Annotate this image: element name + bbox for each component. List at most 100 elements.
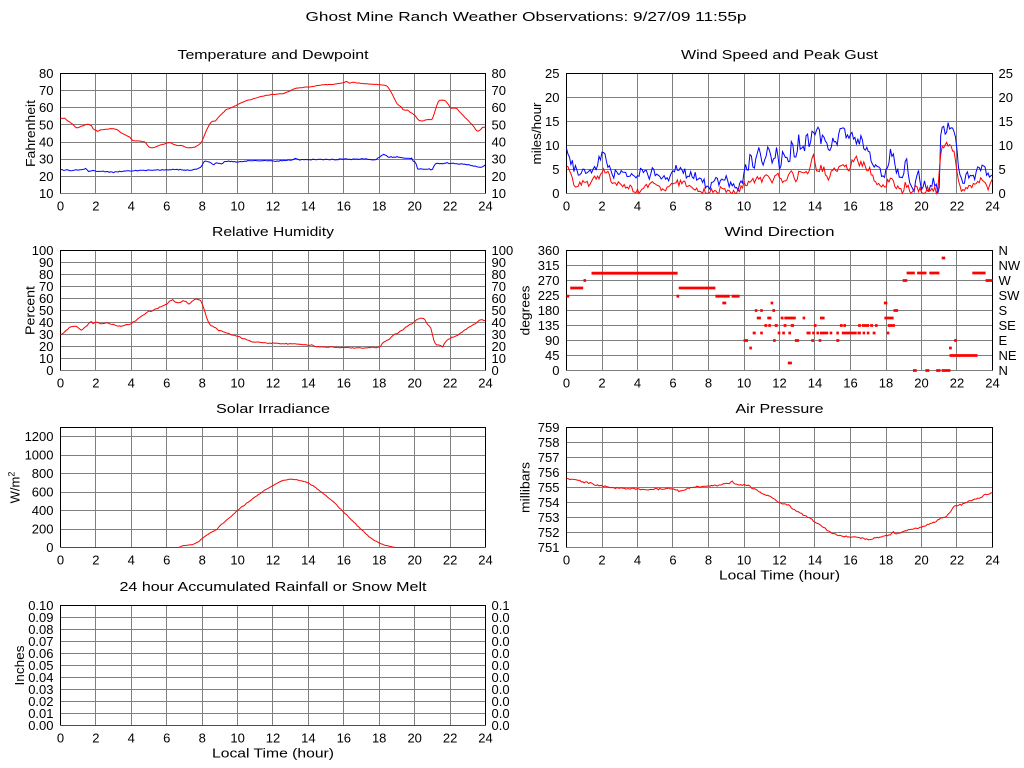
svg-text:0.02: 0.02 xyxy=(28,694,53,709)
svg-text:0: 0 xyxy=(46,363,53,378)
svg-text:20: 20 xyxy=(39,339,53,354)
svg-text:12: 12 xyxy=(266,199,280,214)
svg-text:4: 4 xyxy=(634,376,641,391)
svg-text:758: 758 xyxy=(538,435,560,450)
svg-text:24: 24 xyxy=(478,376,492,391)
svg-text:12: 12 xyxy=(772,553,786,568)
svg-text:600: 600 xyxy=(32,485,54,500)
svg-text:10: 10 xyxy=(492,351,506,366)
svg-text:24: 24 xyxy=(985,376,999,391)
svg-text:2: 2 xyxy=(92,376,99,391)
svg-text:135: 135 xyxy=(538,318,560,333)
svg-text:N: N xyxy=(999,243,1008,258)
svg-text:16: 16 xyxy=(337,731,351,746)
svg-text:0.07: 0.07 xyxy=(28,634,53,649)
svg-text:NW: NW xyxy=(999,258,1021,273)
svg-text:0.06: 0.06 xyxy=(28,646,53,661)
svg-text:753: 753 xyxy=(538,510,560,525)
svg-text:Temperature and Dewpoint: Temperature and Dewpoint xyxy=(178,47,369,62)
svg-text:225: 225 xyxy=(538,288,560,303)
svg-text:0: 0 xyxy=(999,186,1006,201)
svg-text:40: 40 xyxy=(39,315,53,330)
svg-text:0: 0 xyxy=(552,186,559,201)
svg-text:200: 200 xyxy=(32,521,54,536)
svg-text:2: 2 xyxy=(92,731,99,746)
svg-text:8: 8 xyxy=(705,199,712,214)
svg-text:20: 20 xyxy=(492,169,506,184)
svg-text:0.0: 0.0 xyxy=(492,694,510,709)
svg-text:0.00: 0.00 xyxy=(28,718,53,733)
svg-text:5: 5 xyxy=(552,162,559,177)
svg-text:12: 12 xyxy=(772,199,786,214)
svg-text:18: 18 xyxy=(879,199,893,214)
svg-text:30: 30 xyxy=(39,152,53,167)
svg-text:14: 14 xyxy=(301,731,315,746)
svg-text:24: 24 xyxy=(478,731,492,746)
svg-text:10: 10 xyxy=(545,138,559,153)
svg-text:4: 4 xyxy=(128,731,135,746)
svg-text:6: 6 xyxy=(669,376,676,391)
svg-text:0.0: 0.0 xyxy=(492,670,510,685)
svg-text:2: 2 xyxy=(92,199,99,214)
svg-text:0.03: 0.03 xyxy=(28,682,53,697)
svg-text:20: 20 xyxy=(914,553,928,568)
svg-text:2: 2 xyxy=(92,553,99,568)
svg-text:8: 8 xyxy=(705,553,712,568)
svg-text:25: 25 xyxy=(545,66,559,81)
svg-text:70: 70 xyxy=(39,279,53,294)
svg-text:0: 0 xyxy=(563,553,570,568)
svg-text:Air Pressure: Air Pressure xyxy=(736,401,824,416)
svg-text:80: 80 xyxy=(492,66,506,81)
svg-text:SW: SW xyxy=(999,288,1021,303)
svg-text:16: 16 xyxy=(337,199,351,214)
svg-text:80: 80 xyxy=(39,267,53,282)
svg-text:20: 20 xyxy=(492,339,506,354)
svg-text:0: 0 xyxy=(492,363,499,378)
svg-text:5: 5 xyxy=(999,162,1006,177)
svg-text:360: 360 xyxy=(538,243,560,258)
svg-text:0: 0 xyxy=(563,199,570,214)
svg-text:0.0: 0.0 xyxy=(492,610,510,625)
svg-text:Percent: Percent xyxy=(23,286,38,335)
svg-text:18: 18 xyxy=(372,376,386,391)
svg-text:0.0: 0.0 xyxy=(492,718,510,733)
svg-text:18: 18 xyxy=(879,553,893,568)
svg-text:14: 14 xyxy=(301,199,315,214)
svg-text:50: 50 xyxy=(39,303,53,318)
svg-text:W/m2: W/m2 xyxy=(7,472,23,504)
svg-text:22: 22 xyxy=(443,553,457,568)
svg-text:16: 16 xyxy=(843,553,857,568)
svg-text:12: 12 xyxy=(772,376,786,391)
svg-text:Local Time (hour): Local Time (hour) xyxy=(719,568,840,583)
svg-text:18: 18 xyxy=(372,199,386,214)
svg-text:30: 30 xyxy=(39,327,53,342)
svg-text:90: 90 xyxy=(545,333,559,348)
svg-text:24: 24 xyxy=(478,199,492,214)
svg-text:757: 757 xyxy=(538,450,560,465)
svg-text:20: 20 xyxy=(999,90,1013,105)
svg-text:22: 22 xyxy=(950,553,964,568)
svg-text:0.04: 0.04 xyxy=(28,670,53,685)
svg-text:8: 8 xyxy=(705,376,712,391)
svg-text:10: 10 xyxy=(737,376,751,391)
svg-text:14: 14 xyxy=(301,553,315,568)
svg-text:10: 10 xyxy=(492,186,506,201)
svg-text:6: 6 xyxy=(163,731,170,746)
svg-text:16: 16 xyxy=(843,376,857,391)
svg-text:2: 2 xyxy=(598,553,605,568)
svg-text:60: 60 xyxy=(492,100,506,115)
svg-text:millibars: millibars xyxy=(518,461,533,513)
svg-text:14: 14 xyxy=(808,376,822,391)
svg-text:30: 30 xyxy=(492,327,506,342)
svg-text:8: 8 xyxy=(199,553,206,568)
svg-text:0.08: 0.08 xyxy=(28,622,53,637)
svg-text:12: 12 xyxy=(266,553,280,568)
svg-text:0: 0 xyxy=(57,731,64,746)
svg-text:10: 10 xyxy=(230,553,244,568)
svg-text:752: 752 xyxy=(538,525,560,540)
svg-text:10: 10 xyxy=(737,199,751,214)
svg-text:22: 22 xyxy=(443,199,457,214)
svg-text:50: 50 xyxy=(492,303,506,318)
svg-text:20: 20 xyxy=(914,376,928,391)
svg-text:0: 0 xyxy=(552,363,559,378)
